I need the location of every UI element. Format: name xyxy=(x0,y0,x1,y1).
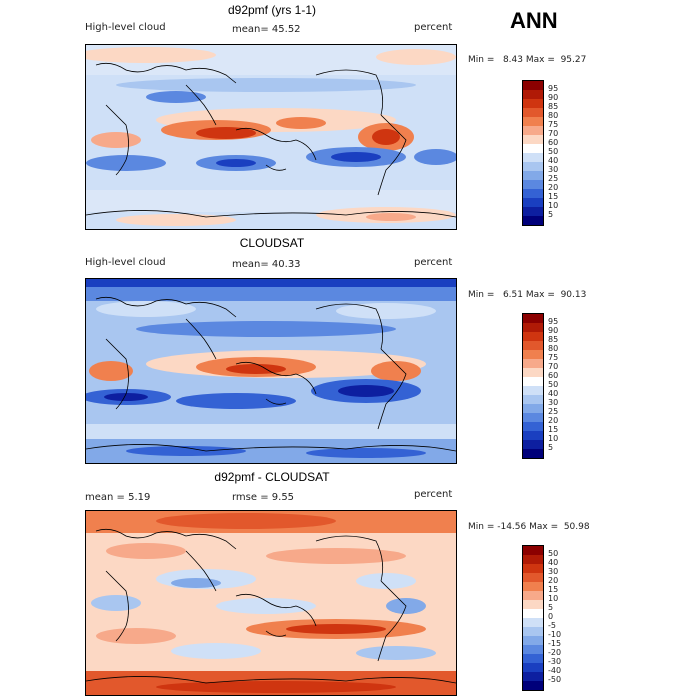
panel2-tick-9: 30 xyxy=(548,398,559,407)
panel1-tick-8: 40 xyxy=(548,156,559,165)
panel3-min-max: Min = -14.56 Max = 50.98 xyxy=(468,522,590,532)
panel2-min-max: Min = 6.51 Max = 90.13 xyxy=(468,290,587,300)
panel3-tick-10: -15 xyxy=(548,639,562,648)
panel1-map xyxy=(85,44,457,230)
panel3-tick-0: 50 xyxy=(548,549,559,558)
panel3-tick-4: 15 xyxy=(548,585,559,594)
panel1-title: d92pmf (yrs 1-1) xyxy=(227,3,317,17)
panel3-tick-6: 5 xyxy=(548,603,554,612)
panel3-tick-1: 40 xyxy=(548,558,559,567)
panel1-tick-14: 5 xyxy=(548,210,554,219)
panel3-title: d92pmf - CLOUDSAT xyxy=(214,470,330,484)
panel3-colorbar xyxy=(522,545,544,691)
panel1-tick-3: 80 xyxy=(548,111,559,120)
panel2-tick-6: 60 xyxy=(548,371,559,380)
panel1-tick-5: 70 xyxy=(548,129,559,138)
panel3-rmse-label: rmse = 9.55 xyxy=(232,492,295,503)
panel2-colorbar-ticks: 95 90 85 80 75 70 60 50 40 30 25 20 15 1… xyxy=(548,313,578,457)
panel3-tick-2: 30 xyxy=(548,567,559,576)
panel2-tick-2: 85 xyxy=(548,335,559,344)
panel2-tick-10: 25 xyxy=(548,407,559,416)
panel3-tick-14: -50 xyxy=(548,675,562,684)
panel3-tick-12: -30 xyxy=(548,657,562,666)
panel1-tick-10: 25 xyxy=(548,174,559,183)
panel3-units-label: percent xyxy=(414,489,453,500)
panel3-tick-9: -10 xyxy=(548,630,562,639)
panel3-tick-8: -5 xyxy=(548,621,556,630)
panel1-tick-9: 30 xyxy=(548,165,559,174)
panel1-colorbar-fill xyxy=(523,81,543,225)
season-label: ANN xyxy=(510,8,558,33)
panel3-colorbar-ticks: 50 40 30 20 15 10 5 0 -5 -10 -15 -20 -30… xyxy=(548,545,578,689)
panel3-tick-7: 0 xyxy=(548,612,554,621)
panel3-mean-label: mean = 5.19 xyxy=(85,492,151,503)
panel2-units-label: percent xyxy=(414,257,453,268)
panel2-mean-label: mean= 40.33 xyxy=(232,259,301,270)
panel1-min-max: Min = 8.43 Max = 95.27 xyxy=(468,55,587,65)
panel2-title: CLOUDSAT xyxy=(239,236,305,250)
panel1-map-graphic xyxy=(86,45,456,229)
panel2-tick-14: 5 xyxy=(548,443,554,452)
panel2-map-graphic xyxy=(86,279,456,463)
panel2-tick-3: 80 xyxy=(548,344,559,353)
panel1-tick-2: 85 xyxy=(548,102,559,111)
panel2-tick-1: 90 xyxy=(548,326,559,335)
panel2-tick-8: 40 xyxy=(548,389,559,398)
panel1-tick-4: 75 xyxy=(548,120,559,129)
panel1-units-label: percent xyxy=(414,22,453,33)
panel3-tick-3: 20 xyxy=(548,576,559,585)
panel3-tick-11: -20 xyxy=(548,648,562,657)
panel1-tick-1: 90 xyxy=(548,93,559,102)
panel2-tick-13: 10 xyxy=(548,434,559,443)
panel3-tick-5: 10 xyxy=(548,594,559,603)
panel1-mean-label: mean= 45.52 xyxy=(232,24,301,35)
panel1-tick-11: 20 xyxy=(548,183,559,192)
panel2-colorbar-fill xyxy=(523,314,543,458)
panel2-tick-0: 95 xyxy=(548,317,559,326)
panel2-tick-4: 75 xyxy=(548,353,559,362)
panel1-tick-0: 95 xyxy=(548,84,559,93)
panel2-map xyxy=(85,278,457,464)
panel1-tick-13: 10 xyxy=(548,201,559,210)
panel1-left-label: High-level cloud xyxy=(85,22,166,33)
panel2-colorbar xyxy=(522,313,544,459)
panel1-colorbar-ticks: 95 90 85 80 75 70 60 50 40 30 25 20 15 1… xyxy=(548,80,578,224)
panel3-colorbar-fill xyxy=(523,546,543,690)
panel2-tick-12: 15 xyxy=(548,425,559,434)
panel2-tick-5: 70 xyxy=(548,362,559,371)
panel3-map xyxy=(85,510,457,696)
panel3-map-graphic xyxy=(86,511,456,695)
panel3-tick-13: -40 xyxy=(548,666,562,675)
panel2-tick-11: 20 xyxy=(548,416,559,425)
panel2-tick-7: 50 xyxy=(548,380,559,389)
panel2-left-label: High-level cloud xyxy=(85,257,166,268)
panel1-tick-7: 50 xyxy=(548,147,559,156)
panel1-tick-12: 15 xyxy=(548,192,559,201)
panel1-colorbar xyxy=(522,80,544,226)
panel1-tick-6: 60 xyxy=(548,138,559,147)
